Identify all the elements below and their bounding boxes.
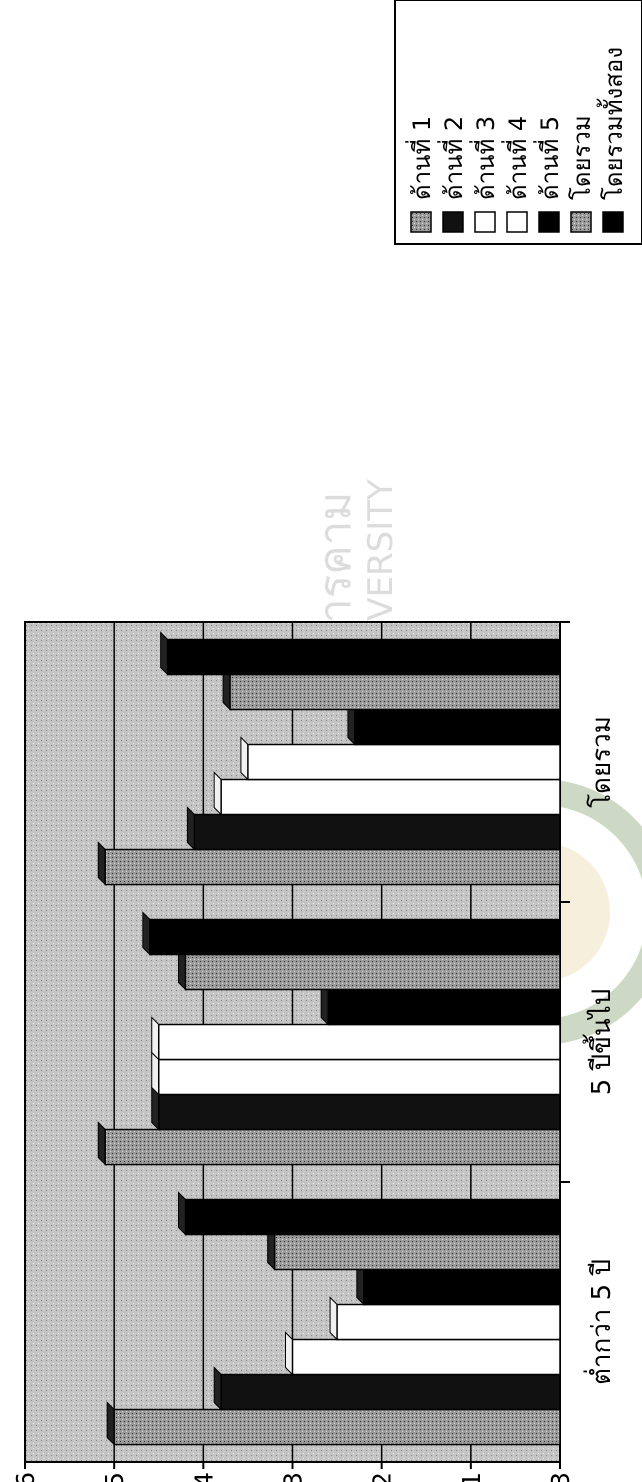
bar-top xyxy=(285,1331,293,1376)
bar-top xyxy=(97,1121,106,1166)
bar-top xyxy=(178,1191,186,1236)
legend-swatch-6 xyxy=(570,211,592,233)
legend-swatch-4 xyxy=(506,211,528,233)
y-tick-label: 3.4 xyxy=(189,1472,218,1482)
y-tick-label: 3.3 xyxy=(279,1472,308,1482)
y-tick-label: 3.1 xyxy=(457,1472,486,1482)
bar-6-1 xyxy=(273,1233,561,1271)
bar-6-2 xyxy=(184,953,561,991)
legend-label-7: โดยรวมทั้งสอง xyxy=(596,47,628,200)
legend-swatch-1 xyxy=(410,211,432,233)
bar-3-1 xyxy=(291,1338,561,1376)
bar-3-2 xyxy=(158,1058,561,1096)
bar-top xyxy=(106,1401,115,1446)
bar-4-3 xyxy=(247,743,561,781)
bar-2-3 xyxy=(193,813,561,851)
x-category-label: โดยรวม xyxy=(586,716,617,808)
bar-7-3 xyxy=(166,638,561,676)
bar-7-1 xyxy=(184,1198,561,1236)
bar-3-3 xyxy=(220,778,561,816)
bar-top xyxy=(240,736,249,781)
bar-top xyxy=(142,911,151,956)
bar-4-1 xyxy=(336,1303,561,1341)
x-category-label: 5 ปีขึ้นไป xyxy=(582,989,617,1095)
bar-top xyxy=(160,631,169,676)
legend-swatch-5 xyxy=(538,211,560,233)
bar-1-3 xyxy=(104,848,561,886)
legend-label-1: ด้านที่ 1 xyxy=(405,116,436,200)
bar-1-2 xyxy=(104,1128,561,1166)
bar-5-2 xyxy=(327,988,561,1026)
bar-top xyxy=(329,1296,338,1341)
y-tick-label: 3 xyxy=(546,1472,575,1482)
bar-2-2 xyxy=(158,1093,561,1131)
bar-2-1 xyxy=(220,1373,561,1411)
bar-top xyxy=(97,841,106,886)
bar-5-3 xyxy=(354,708,561,746)
legend-label-5: ด้านที่ 5 xyxy=(533,116,564,200)
legend-label-3: ด้านที่ 3 xyxy=(469,116,500,200)
legend-label-4: ด้านที่ 4 xyxy=(501,116,532,200)
bar-top xyxy=(213,1366,222,1411)
legend-label-2: ด้านที่ 2 xyxy=(437,116,468,200)
bar-4-2 xyxy=(158,1023,561,1061)
bar-top xyxy=(186,806,195,851)
legend-label-6: โดยรวม xyxy=(568,115,596,200)
bar-7-2 xyxy=(149,918,561,956)
y-tick-label: 3.6 xyxy=(11,1472,40,1482)
y-tick-label: 3.2 xyxy=(368,1472,397,1482)
legend-swatch-2 xyxy=(442,211,464,233)
y-tick-label: 3.5 xyxy=(100,1472,129,1482)
legend-box xyxy=(394,0,642,245)
x-category-label: ต่ำกว่า 5 ปี xyxy=(583,1259,617,1385)
bar-1-1 xyxy=(113,1408,561,1446)
bar-top xyxy=(151,1016,160,1061)
bar-top xyxy=(213,771,222,816)
bar-5-1 xyxy=(363,1268,561,1306)
legend-swatch-3 xyxy=(474,211,496,233)
legend-swatch-7 xyxy=(602,211,624,233)
bar-6-3 xyxy=(229,673,561,711)
